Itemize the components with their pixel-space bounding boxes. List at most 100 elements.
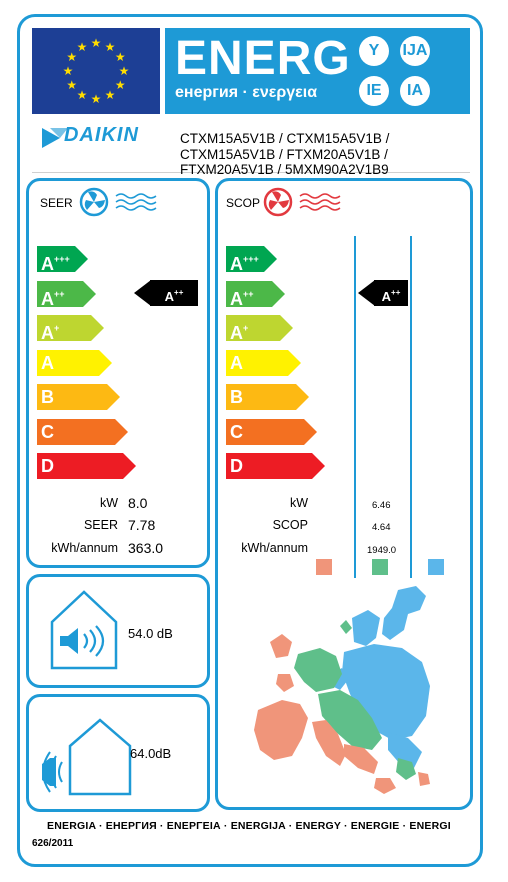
cooling-class-plus: + [54, 323, 60, 333]
eu-star-icon: ★ [90, 36, 102, 50]
cooling-class-arrow-shape [37, 246, 88, 272]
heating-rating-letter: A [381, 289, 392, 304]
outdoor-noise-value: 64.0dB [130, 746, 172, 761]
supplier-row [32, 120, 470, 173]
heating-kw-label: kW [289, 496, 308, 510]
model-list: CTXM15A5V1B / CTXM15A5V1B / CTXM15A5V1B … [180, 131, 465, 178]
heating-class-arrow-shape [226, 280, 285, 307]
model-line: CTXM15A5V1B / CTXM15A5V1B / [180, 131, 390, 146]
eu-star-icon: ★ [62, 64, 74, 78]
cooling-indicator-arrow [134, 280, 151, 306]
heating-indicator-arrow [358, 280, 375, 306]
heating-class-label: C [230, 421, 243, 442]
seer-label: SEER [40, 196, 73, 210]
language-suffix-ie: IE [359, 76, 389, 106]
zone-warmer-swatch [316, 559, 332, 575]
heating-scop-value: 4.64 [372, 522, 391, 533]
cooling-class-label: B [41, 387, 54, 407]
cooling-class-label: A+ [41, 323, 60, 343]
language-suffix-y: Y [359, 36, 389, 66]
heating-fan-icon [263, 187, 341, 217]
model-line: CTXM15A5V1B / FTXM20A5V1B / [180, 146, 388, 162]
heating-class-bar: A+ [226, 315, 293, 343]
heating-annual-label: kWh/annum [241, 541, 308, 555]
model-line: FTXM20A5V1B / 5MXM90A2V1B9 [180, 162, 389, 177]
cooling-seer-value: 7.78 [128, 517, 156, 533]
cooling-kw-label: kW [99, 496, 118, 510]
cooling-class-bar: A [37, 349, 112, 376]
cooling-class-label: C [41, 421, 54, 442]
heating-class-bar: D [226, 453, 325, 479]
indoor-noise-value: 54.0 dB [128, 626, 173, 641]
heating-annual-value: 1949.0 [367, 545, 397, 556]
outdoor-noise-panel [26, 694, 210, 812]
energy-title: ENERG [175, 32, 351, 85]
cooling-class-plus: +++ [54, 254, 70, 264]
cooling-class-bar: C [37, 418, 128, 445]
cooling-class-arrow-shape [37, 418, 128, 445]
heating-class-plus: + [243, 323, 249, 333]
heating-class-plus: ++ [243, 288, 254, 299]
heating-class-bar: B [226, 384, 309, 410]
zone-divider [410, 236, 412, 578]
outdoor-speaker-icon [42, 718, 132, 796]
heating-rating-indicator: A++ [374, 280, 408, 306]
heating-kw-value: 6.46 [372, 500, 391, 511]
cooling-class-arrow-shape [37, 280, 96, 307]
heating-class-label: A++ [230, 288, 254, 309]
eu-star-icon: ★ [114, 78, 126, 92]
heating-class-label: A+++ [230, 254, 259, 274]
cooling-class-arrow-shape [37, 384, 120, 410]
cooling-annual-label: kWh/annum [51, 541, 118, 555]
map-warmer-zone [254, 634, 430, 794]
cooling-class-arrow-shape [37, 315, 104, 341]
heating-rating-plus: ++ [391, 288, 401, 297]
heating-class-arrow-shape [226, 384, 309, 410]
cooling-class-plus: ++ [54, 288, 65, 299]
zone-colder-swatch [428, 559, 444, 575]
energy-subtitle: енергия · ενεργεια [175, 84, 318, 101]
zone-average-swatch [372, 559, 388, 575]
heating-class-bar: A++ [226, 280, 285, 309]
cooling-class-label: D [41, 456, 54, 476]
label-frame [17, 14, 483, 867]
eu-star-icon: ★ [104, 39, 116, 54]
eu-flag: ★ ★ ★ ★ ★ ★ ★ ★ ★ ★ ★ ★ [32, 28, 160, 114]
eu-star-icon: ★ [76, 88, 88, 103]
footer-languages: ENERGIA · ЕНЕРГИЯ · ΕΝΕΡΓΕΙΑ · ENERGIJA … [47, 820, 451, 832]
cooling-kw-value: 8.0 [128, 495, 148, 511]
cooling-seer-label: SEER [83, 518, 118, 532]
heating-class-label: D [230, 456, 243, 476]
eu-star-icon: ★ [118, 64, 130, 78]
brand-name: DAIKIN [64, 124, 139, 146]
map-average-zone [294, 620, 416, 780]
cooling-fan-icon [79, 187, 157, 217]
regulation-number: 626/2011 [32, 838, 74, 849]
language-suffix-ija: IJA [400, 36, 430, 66]
europe-climate-map [254, 586, 430, 794]
heating-class-arrow-shape [226, 349, 301, 376]
heating-class-bar: A+++ [226, 246, 277, 274]
zone-divider [354, 236, 356, 578]
cooling-class-arrow-shape [37, 349, 112, 376]
cooling-rating-plus: ++ [174, 288, 184, 297]
indoor-speaker-icon [50, 590, 118, 670]
heating-class-arrow-shape [226, 315, 293, 341]
heating-class-label: A [230, 352, 243, 373]
eu-star-icon: ★ [76, 39, 88, 54]
heating-class-bar: C [226, 418, 317, 445]
cooling-class-bar: A++ [37, 280, 96, 309]
heating-class-label: A+ [230, 323, 249, 343]
cooling-rating-indicator: A++ [150, 280, 198, 306]
heating-class-label: B [230, 387, 243, 407]
daikin-logo-icon [42, 128, 68, 148]
heating-class-arrow-shape [226, 453, 325, 479]
language-suffix-ia: IA [400, 76, 430, 106]
eu-star-icon: ★ [66, 78, 78, 92]
heating-class-plus: +++ [243, 254, 259, 264]
heating-class-arrow-shape [226, 246, 277, 272]
cooling-class-label: A+++ [41, 254, 70, 274]
cooling-class-bar: A+++ [37, 246, 88, 274]
heating-scop-label: SCOP [272, 518, 308, 532]
cooling-annual-value: 363.0 [128, 540, 164, 556]
